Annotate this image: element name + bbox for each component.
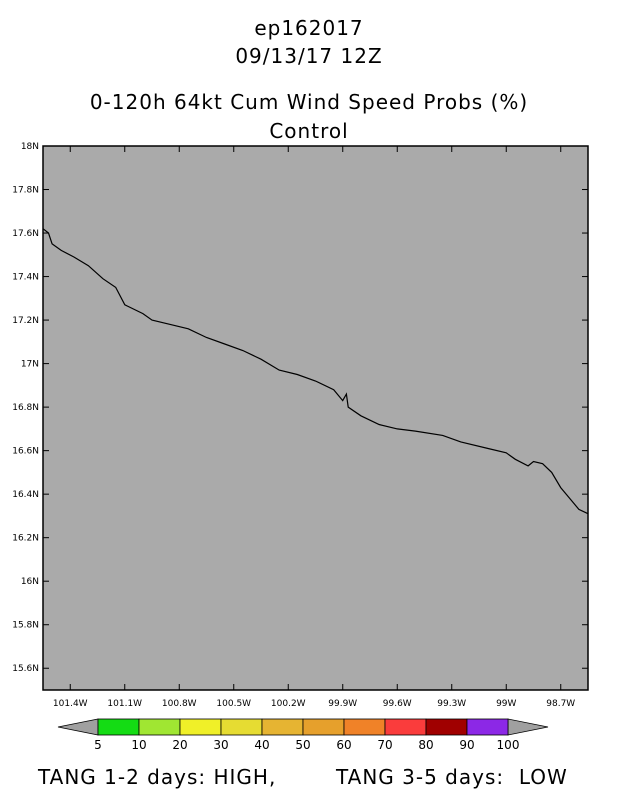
legend-label: 5 (94, 738, 102, 752)
tang-1-2-days: TANG 1-2 days: HIGH, (38, 765, 277, 789)
map-background (43, 146, 588, 690)
legend-label: 10 (131, 738, 146, 752)
lon-tick-label: 100.5W (216, 699, 251, 709)
lat-tick-label: 17.6N (12, 229, 39, 239)
legend-label: 40 (254, 738, 269, 752)
legend-swatch (220, 718, 263, 736)
datetime-title: 09/13/17 12Z (235, 44, 383, 68)
legend-label: 50 (295, 738, 310, 752)
lon-tick-label: 100.8W (162, 699, 197, 709)
legend-label: 20 (172, 738, 187, 752)
legend-under-arrow (57, 718, 99, 736)
legend-label: 70 (377, 738, 392, 752)
legend-swatch (261, 718, 304, 736)
lon-tick-label: 99.9W (328, 699, 357, 709)
legend-label: 100 (497, 738, 520, 752)
lat-tick-label: 17N (21, 360, 39, 370)
legend-swatch (466, 718, 509, 736)
lat-tick-label: 16.6N (12, 447, 39, 457)
lat-tick-label: 15.8N (12, 621, 39, 631)
color-legend: 5 10 20 30 40 50 60 70 80 90 100 (57, 718, 549, 752)
lon-tick-label: 99.3W (437, 699, 466, 709)
legend-over-arrow (507, 718, 549, 736)
lat-tick-label: 16.2N (12, 534, 39, 544)
legend-swatch (138, 718, 181, 736)
lon-tick-label: 99.6W (383, 699, 412, 709)
lon-tick-label: 100.2W (271, 699, 306, 709)
longitude-axis: 101.4W 101.1W 100.8W 100.5W 100.2W 99.9W 99.6W… (53, 146, 575, 709)
legend-swatch (343, 718, 386, 736)
lat-tick-label: 16.4N (12, 490, 39, 500)
run-title: Control (269, 119, 349, 143)
storm-id-title: ep162017 (254, 16, 364, 40)
lat-tick-label: 17.2N (12, 316, 39, 326)
lat-tick-label: 17.4N (12, 273, 39, 283)
lon-tick-label: 101.1W (107, 699, 142, 709)
legend-label: 80 (418, 738, 433, 752)
lon-tick-label: 101.4W (53, 699, 88, 709)
lon-tick-label: 98.7W (546, 699, 575, 709)
lon-tick-label: 99W (496, 699, 516, 709)
legend-label: 30 (213, 738, 228, 752)
tang-3-5-days: TANG 3-5 days: LOW (336, 765, 568, 789)
legend-swatch (97, 718, 140, 736)
lat-tick-label: 16N (21, 577, 39, 587)
lat-tick-label: 17.8N (12, 186, 39, 196)
map-frame (42, 145, 589, 691)
coastline (42, 228, 589, 515)
product-title: 0-120h 64kt Cum Wind Speed Probs (%) (89, 90, 529, 114)
legend-swatch (179, 718, 222, 736)
legend-label: 90 (459, 738, 474, 752)
lat-tick-label: 18N (21, 142, 39, 152)
legend-swatch (384, 718, 427, 736)
legend-label: 60 (336, 738, 351, 752)
legend-swatch (302, 718, 345, 736)
legend-swatch (425, 718, 468, 736)
lat-tick-label: 16.8N (12, 403, 39, 413)
lat-tick-label: 15.6N (12, 664, 39, 674)
